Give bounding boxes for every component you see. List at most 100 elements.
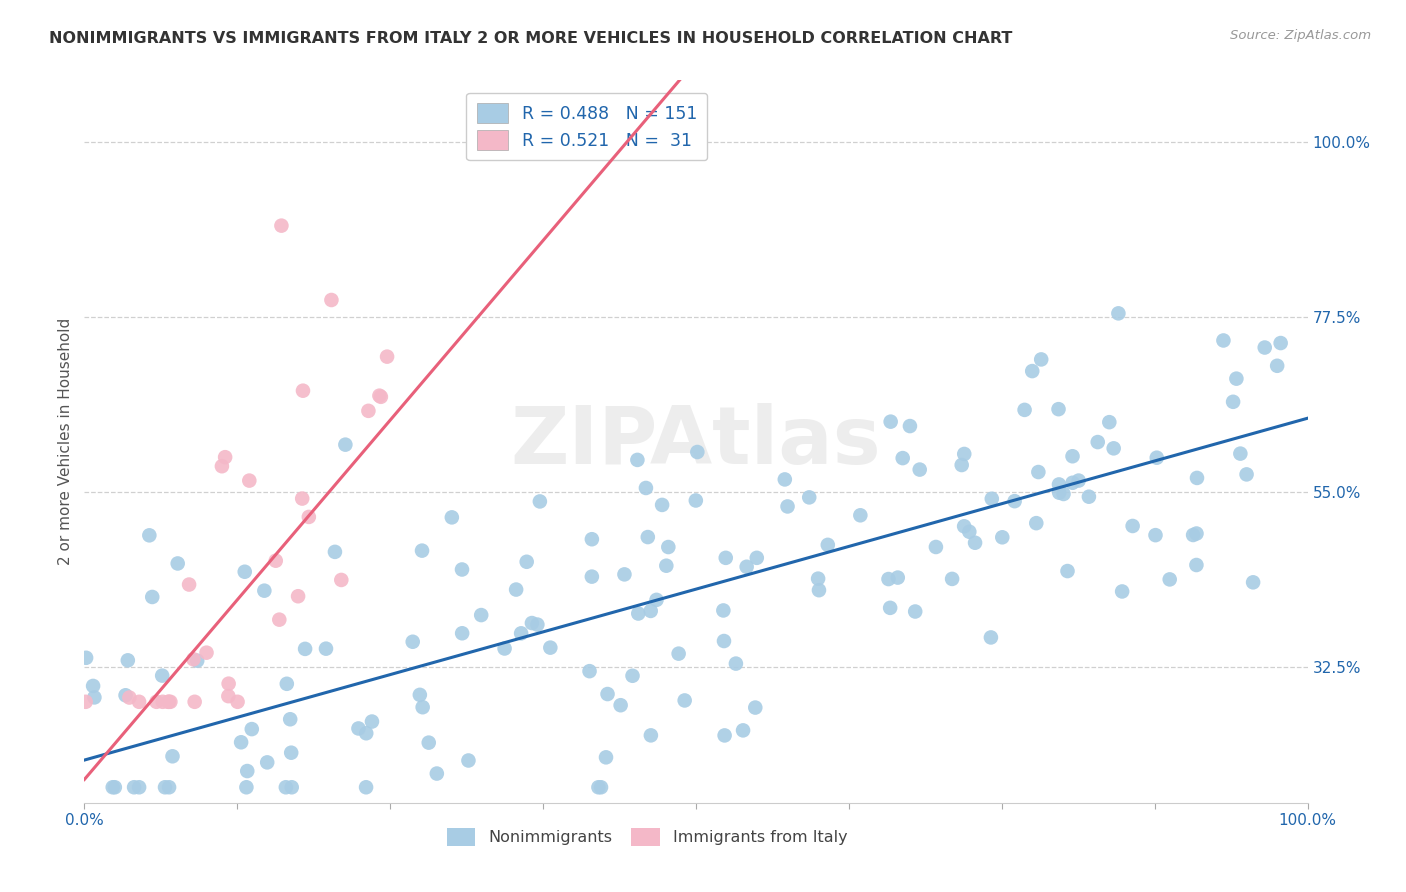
Point bbox=[426, 766, 449, 780]
Point bbox=[159, 695, 181, 709]
Point bbox=[375, 350, 398, 364]
Point bbox=[505, 582, 527, 597]
Point bbox=[418, 736, 440, 750]
Point bbox=[233, 565, 256, 579]
Point bbox=[82, 679, 104, 693]
Point bbox=[637, 530, 659, 544]
Point bbox=[849, 508, 872, 523]
Point bbox=[276, 677, 298, 691]
Point bbox=[1144, 528, 1167, 542]
Point bbox=[457, 754, 479, 768]
Point bbox=[370, 390, 392, 404]
Point bbox=[578, 664, 600, 678]
Point bbox=[627, 607, 650, 621]
Point bbox=[773, 472, 796, 486]
Point bbox=[183, 652, 205, 666]
Legend: Nonimmigrants, Immigrants from Italy: Nonimmigrants, Immigrants from Italy bbox=[440, 822, 853, 853]
Point bbox=[1241, 575, 1264, 590]
Point bbox=[238, 474, 260, 488]
Point bbox=[651, 498, 673, 512]
Point bbox=[114, 688, 136, 702]
Point bbox=[711, 603, 734, 617]
Point bbox=[226, 695, 249, 709]
Point bbox=[141, 590, 163, 604]
Point bbox=[253, 583, 276, 598]
Point bbox=[1122, 519, 1144, 533]
Point bbox=[526, 617, 548, 632]
Point bbox=[516, 555, 538, 569]
Point bbox=[807, 572, 830, 586]
Point bbox=[104, 780, 127, 795]
Text: Source: ZipAtlas.com: Source: ZipAtlas.com bbox=[1230, 29, 1371, 42]
Point bbox=[101, 780, 124, 795]
Y-axis label: 2 or more Vehicles in Household: 2 or more Vehicles in Household bbox=[58, 318, 73, 566]
Point bbox=[613, 567, 636, 582]
Point bbox=[991, 530, 1014, 544]
Point bbox=[879, 600, 901, 615]
Point bbox=[655, 558, 678, 573]
Point bbox=[298, 510, 321, 524]
Point bbox=[145, 695, 167, 709]
Point bbox=[510, 626, 533, 640]
Point bbox=[1052, 487, 1074, 501]
Point bbox=[529, 494, 551, 508]
Point bbox=[409, 688, 432, 702]
Point bbox=[411, 543, 433, 558]
Point bbox=[1111, 584, 1133, 599]
Point bbox=[589, 780, 612, 795]
Point bbox=[287, 589, 309, 603]
Point bbox=[335, 437, 357, 451]
Point bbox=[925, 540, 948, 554]
Point bbox=[965, 535, 987, 549]
Point bbox=[186, 654, 208, 668]
Point bbox=[1047, 402, 1070, 417]
Point bbox=[229, 735, 252, 749]
Point bbox=[75, 650, 97, 665]
Point bbox=[686, 445, 709, 459]
Point bbox=[138, 528, 160, 542]
Point bbox=[685, 493, 707, 508]
Point bbox=[240, 722, 263, 736]
Point bbox=[494, 641, 516, 656]
Point bbox=[714, 550, 737, 565]
Point bbox=[270, 219, 292, 233]
Point bbox=[904, 605, 927, 619]
Point bbox=[1185, 558, 1208, 572]
Point bbox=[235, 780, 257, 795]
Point bbox=[735, 559, 758, 574]
Point bbox=[1102, 442, 1125, 456]
Point bbox=[83, 690, 105, 705]
Point bbox=[1212, 334, 1234, 348]
Point bbox=[152, 695, 174, 709]
Point bbox=[1021, 364, 1043, 378]
Point bbox=[321, 293, 343, 307]
Point bbox=[347, 722, 370, 736]
Point bbox=[1182, 528, 1205, 542]
Point bbox=[1028, 465, 1050, 479]
Point bbox=[941, 572, 963, 586]
Point bbox=[1098, 415, 1121, 429]
Point bbox=[1229, 447, 1251, 461]
Point bbox=[745, 550, 768, 565]
Point bbox=[1236, 467, 1258, 482]
Point bbox=[668, 647, 690, 661]
Point bbox=[950, 458, 973, 472]
Point bbox=[891, 451, 914, 466]
Point bbox=[162, 749, 184, 764]
Point bbox=[609, 698, 631, 713]
Point bbox=[1270, 336, 1292, 351]
Point bbox=[596, 687, 619, 701]
Point bbox=[713, 728, 735, 742]
Point bbox=[128, 780, 150, 795]
Point bbox=[1107, 306, 1129, 320]
Point bbox=[153, 780, 176, 795]
Point bbox=[218, 676, 240, 690]
Point bbox=[291, 384, 314, 398]
Point bbox=[280, 746, 302, 760]
Point bbox=[1031, 352, 1053, 367]
Point bbox=[278, 712, 301, 726]
Point bbox=[626, 453, 648, 467]
Point bbox=[645, 592, 668, 607]
Point bbox=[640, 728, 662, 742]
Point bbox=[634, 481, 657, 495]
